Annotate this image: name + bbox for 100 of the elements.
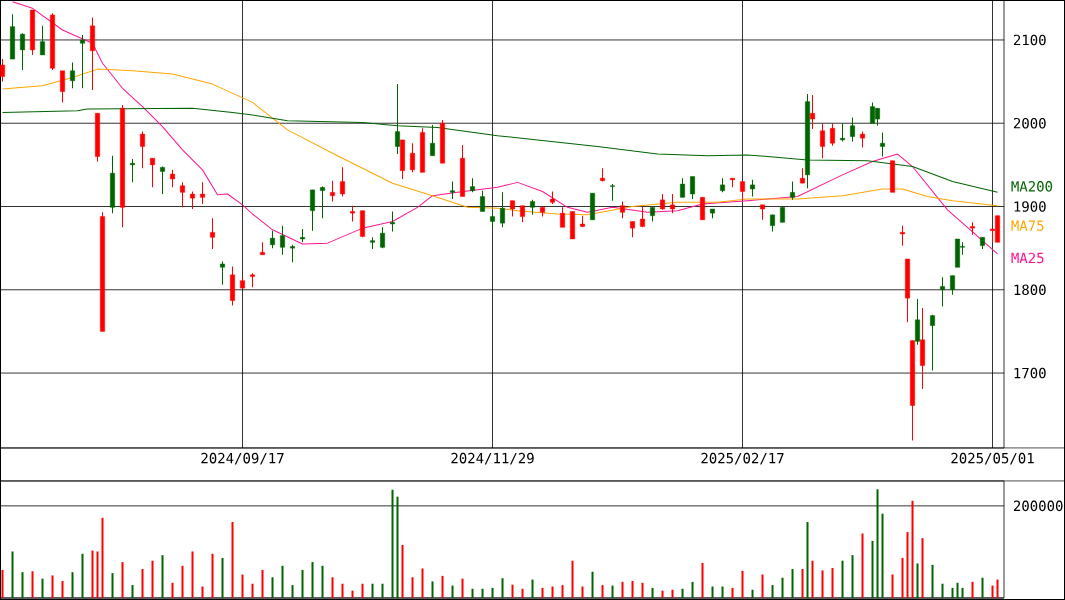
bar	[396, 496, 399, 598]
bar	[1, 569, 4, 598]
bar	[161, 555, 164, 598]
bar	[141, 568, 144, 598]
candlestick	[160, 166, 165, 195]
bar	[501, 578, 504, 598]
candlestick	[210, 217, 215, 250]
candlestick	[60, 70, 65, 103]
candlestick	[330, 180, 335, 203]
bar	[921, 538, 924, 598]
bar	[41, 578, 44, 598]
bar	[101, 517, 104, 598]
bar	[461, 578, 464, 598]
bar	[211, 553, 214, 598]
bar	[871, 540, 874, 598]
y-tick-label: 1900	[1014, 201, 1046, 212]
bar	[941, 583, 944, 598]
bar	[471, 588, 474, 598]
candlestick	[480, 190, 485, 212]
bar	[951, 587, 954, 598]
bar	[991, 585, 994, 598]
candlestick	[850, 116, 855, 143]
bar	[301, 569, 304, 598]
bar	[271, 577, 274, 598]
bar	[61, 580, 64, 598]
bar	[251, 583, 254, 598]
bar	[341, 583, 344, 598]
bar	[151, 560, 154, 598]
candlestick	[740, 181, 745, 201]
bar	[31, 571, 34, 598]
candlestick	[930, 314, 935, 372]
bar	[451, 585, 454, 598]
candlestick	[150, 157, 155, 188]
bar	[361, 583, 364, 598]
candlestick	[950, 275, 955, 296]
bar	[311, 562, 314, 598]
bar	[771, 585, 774, 598]
y-tick-label: 2000	[1013, 117, 1046, 129]
bar	[811, 560, 814, 598]
y-tick-label: 1700	[1014, 367, 1046, 379]
bar	[721, 586, 724, 598]
line-series	[12, 1, 999, 255]
bar	[781, 577, 784, 598]
bar	[741, 570, 744, 598]
x-tick-label: 2025/02/17	[701, 452, 784, 465]
bar	[761, 574, 764, 598]
bar	[981, 577, 984, 598]
bar	[71, 572, 74, 598]
candlestick	[20, 32, 25, 71]
candlestick	[560, 206, 565, 228]
bar	[561, 585, 564, 598]
bar	[661, 590, 664, 598]
bar	[876, 489, 879, 598]
bar	[321, 565, 324, 598]
candlestick	[680, 177, 685, 198]
bar	[911, 500, 914, 598]
candlestick	[430, 124, 435, 157]
bar	[591, 571, 594, 598]
candlestick	[690, 176, 695, 200]
candlestick	[80, 34, 85, 89]
candlestick	[840, 122, 845, 143]
bar	[401, 545, 404, 598]
bar	[831, 568, 834, 598]
candlestick	[790, 181, 795, 201]
bar	[171, 582, 174, 598]
candlestick	[915, 298, 920, 346]
candlestick	[130, 158, 135, 183]
bar	[261, 569, 264, 598]
bar	[531, 579, 534, 598]
candlestick	[340, 166, 345, 198]
bar	[11, 551, 14, 598]
candlestick	[700, 196, 705, 221]
bar	[111, 573, 114, 598]
series-label: MA25	[1011, 252, 1044, 264]
bar	[881, 513, 884, 598]
bar	[906, 532, 909, 598]
series-label: MA75	[1011, 220, 1044, 231]
bar	[621, 581, 624, 598]
candlestick	[670, 193, 675, 214]
candlestick	[40, 25, 45, 56]
y-tick-label: 200000	[1013, 500, 1063, 512]
bar	[441, 575, 444, 598]
bar	[481, 588, 484, 598]
candlestick	[280, 225, 285, 256]
candlestick	[940, 276, 945, 307]
bar	[571, 560, 574, 598]
bar	[711, 586, 714, 598]
bar	[201, 586, 204, 598]
bar	[181, 565, 184, 598]
bar	[231, 522, 234, 598]
bar	[901, 557, 904, 598]
bar	[191, 551, 194, 598]
bar	[121, 562, 124, 598]
candlestick	[500, 191, 505, 228]
x-tick-label: 2024/09/17	[201, 452, 284, 465]
bar	[851, 555, 854, 598]
bar	[891, 574, 894, 598]
bar	[751, 589, 754, 598]
bar	[491, 587, 494, 598]
candlestick	[830, 122, 835, 147]
